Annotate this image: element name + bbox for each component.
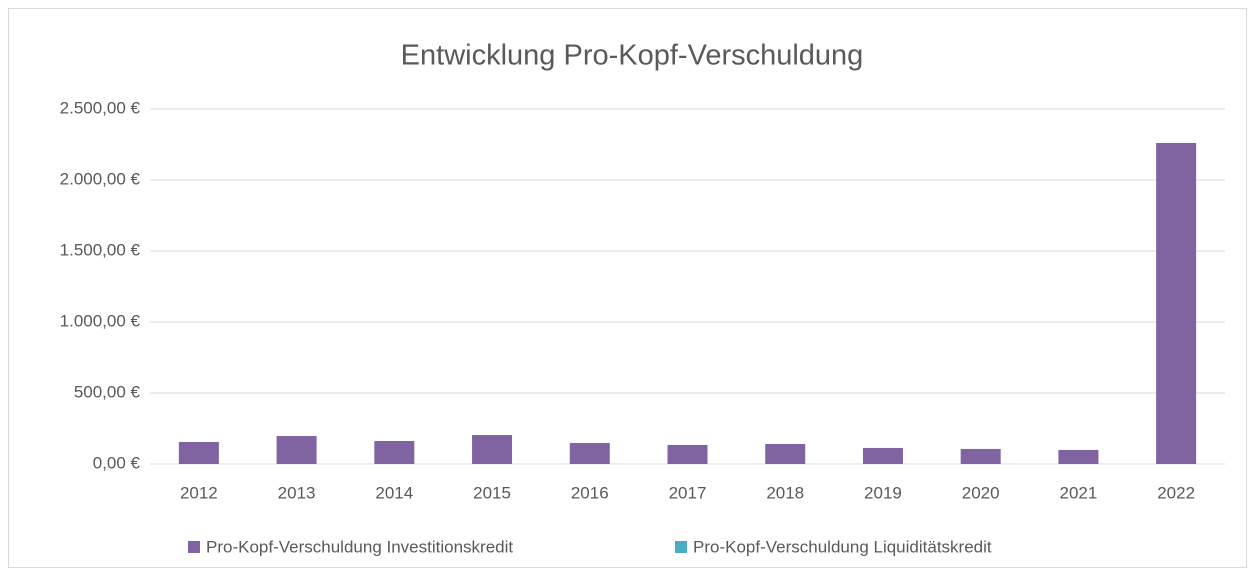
y-tick-label: 2.000,00 € bbox=[60, 169, 141, 188]
chart-title: Entwicklung Pro-Kopf-Verschuldung bbox=[401, 40, 864, 72]
bar bbox=[667, 444, 708, 464]
legend-swatch bbox=[188, 541, 200, 553]
bar bbox=[569, 442, 610, 464]
x-tick-label: 2014 bbox=[375, 483, 413, 502]
x-tick-label: 2018 bbox=[766, 483, 804, 502]
y-tick-label: 2.500,00 € bbox=[60, 98, 141, 117]
bar bbox=[178, 441, 219, 464]
y-tick-label: 500,00 € bbox=[74, 382, 141, 401]
bar bbox=[1058, 449, 1099, 464]
bar bbox=[1156, 142, 1197, 465]
bar bbox=[472, 435, 513, 464]
x-tick-label: 2013 bbox=[278, 483, 316, 502]
legend-label: Pro-Kopf-Verschuldung Liquiditätskredit bbox=[693, 537, 992, 556]
x-tick-label: 2012 bbox=[180, 483, 218, 502]
x-tick-label: 2020 bbox=[962, 483, 1000, 502]
x-tick-label: 2022 bbox=[1157, 483, 1195, 502]
chart-border bbox=[8, 8, 1247, 568]
y-tick-label: 0,00 € bbox=[93, 453, 141, 472]
bar bbox=[960, 448, 1001, 464]
legend-swatch bbox=[675, 541, 687, 553]
x-tick-label: 2021 bbox=[1059, 483, 1097, 502]
x-tick-label: 2017 bbox=[669, 483, 707, 502]
bar bbox=[276, 436, 317, 464]
bar bbox=[765, 443, 806, 464]
bar bbox=[862, 447, 903, 464]
y-tick-label: 1.000,00 € bbox=[60, 311, 141, 330]
legend-label: Pro-Kopf-Verschuldung Investitionskredit bbox=[206, 537, 513, 556]
bar bbox=[374, 440, 415, 464]
x-tick-label: 2015 bbox=[473, 483, 511, 502]
x-tick-label: 2019 bbox=[864, 483, 902, 502]
x-tick-label: 2016 bbox=[571, 483, 609, 502]
y-tick-label: 1.500,00 € bbox=[60, 240, 141, 259]
